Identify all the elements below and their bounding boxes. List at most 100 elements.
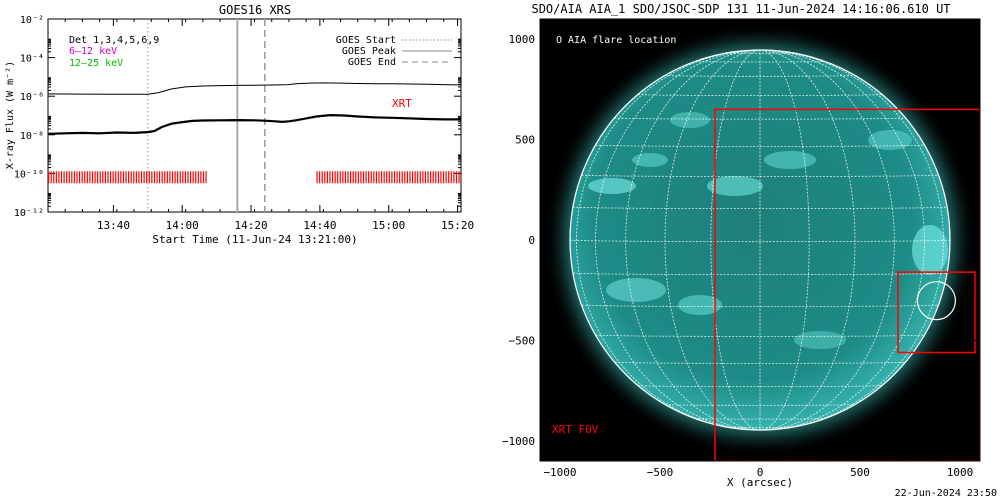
xrt-coverage-tick xyxy=(161,171,163,184)
aia-y-axis: −1000 −500 0 500 1000 xyxy=(502,18,980,462)
goes-y-tick-label: 10⁻⁴ xyxy=(20,54,44,65)
xrt-coverage-tick xyxy=(355,171,357,184)
xrt-coverage-tick xyxy=(393,171,396,184)
xrt-coverage-tick xyxy=(352,171,354,184)
xrt-coverage-tick xyxy=(148,171,150,184)
legend-12-25-kev: 12–25 keV xyxy=(69,58,123,69)
xrt-coverage-tick xyxy=(344,171,347,184)
xrt-coverage-tick xyxy=(68,171,70,184)
xrt-coverage-tick xyxy=(334,171,336,184)
xrt-coverage-tick xyxy=(55,171,57,184)
goes-title: GOES16 XRS xyxy=(219,3,291,17)
xrt-coverage-tick xyxy=(399,171,401,184)
xrt-coverage-tick xyxy=(360,171,362,184)
xrt-coverage-tick xyxy=(378,171,380,184)
xrt-coverage-tick xyxy=(122,171,125,184)
xrt-coverage-tick xyxy=(117,171,119,184)
longitude-line xyxy=(710,50,761,430)
aia-x-tick-label: 1000 xyxy=(947,466,974,479)
xrt-coverage-tick xyxy=(84,171,86,184)
xrt-coverage-tick xyxy=(179,171,181,184)
xrt-coverage-tick xyxy=(202,171,205,184)
xrt-coverage-tick xyxy=(109,171,112,184)
legend-goes-end: GOES End xyxy=(348,57,396,68)
xrt-coverage-tick xyxy=(458,171,460,184)
longitude-line xyxy=(759,50,925,430)
xrt-coverage-tick xyxy=(120,171,122,184)
xrt-coverage-tick xyxy=(112,171,114,184)
aia-x-tick-label: −1000 xyxy=(543,466,576,479)
xrt-coverage-tick xyxy=(189,171,192,184)
xrt-coverage-tick xyxy=(329,171,331,184)
aia-y-tick-label: 500 xyxy=(515,134,535,147)
xrt-coverage-tick xyxy=(169,171,171,184)
xrt-coverage-tick xyxy=(151,171,153,184)
xrt-coverage-tick xyxy=(104,171,106,184)
active-regions xyxy=(588,112,948,349)
longitude-line xyxy=(759,50,856,430)
xrt-coverage-tick xyxy=(200,171,202,184)
xrt-coverage-tick xyxy=(58,171,60,184)
xrt-coverage-tick xyxy=(422,171,424,184)
xrt-coverage-tick xyxy=(409,171,411,184)
xrt-coverage-tick xyxy=(153,171,156,184)
plot-timestamp: 22-Jun-2024 23:50 xyxy=(895,488,997,499)
xrt-coverage-tick xyxy=(450,171,452,184)
xrt-coverage-tick xyxy=(396,171,398,184)
xrt-coverage-tick xyxy=(53,171,55,184)
xrt-coverage-tick xyxy=(404,171,406,184)
aia-title: SDO/AIA AIA_1 SDO/JSOC-SDP 131 11-Jun-20… xyxy=(531,2,950,16)
aia-x-tick-label: 500 xyxy=(850,466,870,479)
xrt-coverage-tick xyxy=(63,171,65,184)
aia-y-tick-label: 1000 xyxy=(509,33,536,46)
xrt-coverage-tick xyxy=(171,171,174,184)
xrt-coverage-tick xyxy=(316,171,318,184)
longitude-line xyxy=(625,50,761,430)
goes-x-tick-label: 14:40 xyxy=(303,219,336,232)
aia-panel: SDO/AIA AIA_1 SDO/JSOC-SDP 131 11-Jun-20… xyxy=(502,2,997,499)
goes-x-tick-label: 15:20 xyxy=(441,219,474,232)
goes-series-1-line xyxy=(48,113,461,135)
xrt-coverage-tick xyxy=(81,171,83,184)
xrt-coverage-tick xyxy=(362,171,365,184)
xrt-coverage-tick xyxy=(417,171,419,184)
xrt-coverage-tick xyxy=(125,171,127,184)
xrt-coverage-tick xyxy=(164,171,166,184)
xrt-coverage-tick xyxy=(326,171,328,184)
xrt-coverage-tick xyxy=(365,171,367,184)
xrt-coverage-tick xyxy=(166,171,168,184)
goes-y-tick-label: 10⁻² xyxy=(20,15,44,26)
xrt-coverage-tick xyxy=(445,171,447,184)
xrt-coverage-tick xyxy=(158,171,161,184)
xrt-coverage-tick xyxy=(368,171,370,184)
xrt-coverage-tick xyxy=(347,171,349,184)
xrt-coverage-tick xyxy=(424,171,427,184)
goes-x-tick-label: 14:00 xyxy=(166,219,199,232)
xrt-coverage-tick xyxy=(337,171,339,184)
xrt-coverage-tick xyxy=(138,171,140,184)
longitude-line xyxy=(759,50,810,430)
goes-x-tick-label: 15:00 xyxy=(372,219,405,232)
xrt-coverage-tick xyxy=(373,171,375,184)
xrt-coverage-tick xyxy=(414,171,416,184)
xrt-coverage-tick xyxy=(205,171,207,184)
goes-panel: GOES16 XRS 10⁻¹² 10⁻¹⁰ 10⁻⁸ 10⁻⁶ 10⁻⁴ 10⁻² 13… xyxy=(5,3,474,246)
goes-event-markers xyxy=(147,19,266,212)
xrt-coverage-tick xyxy=(76,171,78,184)
xrt-coverage-tick xyxy=(321,171,323,184)
aia-x-tick-label: −500 xyxy=(647,466,674,479)
limb-outline xyxy=(569,49,951,431)
xrt-fov-box xyxy=(714,108,980,461)
goes-y-tick-label: 10⁻¹⁰ xyxy=(14,169,44,180)
xrt-coverage-tick xyxy=(195,171,197,184)
latitude-line xyxy=(665,404,855,406)
xrt-coverage-tick xyxy=(319,171,321,184)
xrt-coverage-tick xyxy=(401,171,403,184)
xrt-coverage-tick xyxy=(86,171,88,184)
goes-y-tick-label: 10⁻⁶ xyxy=(20,92,44,103)
xrt-coverage-tick xyxy=(91,171,94,184)
xrt-label: XRT xyxy=(392,97,412,110)
xrt-coverage-tick xyxy=(331,171,334,184)
xrt-coverage-tick xyxy=(406,171,408,184)
latitude-line xyxy=(595,334,925,337)
